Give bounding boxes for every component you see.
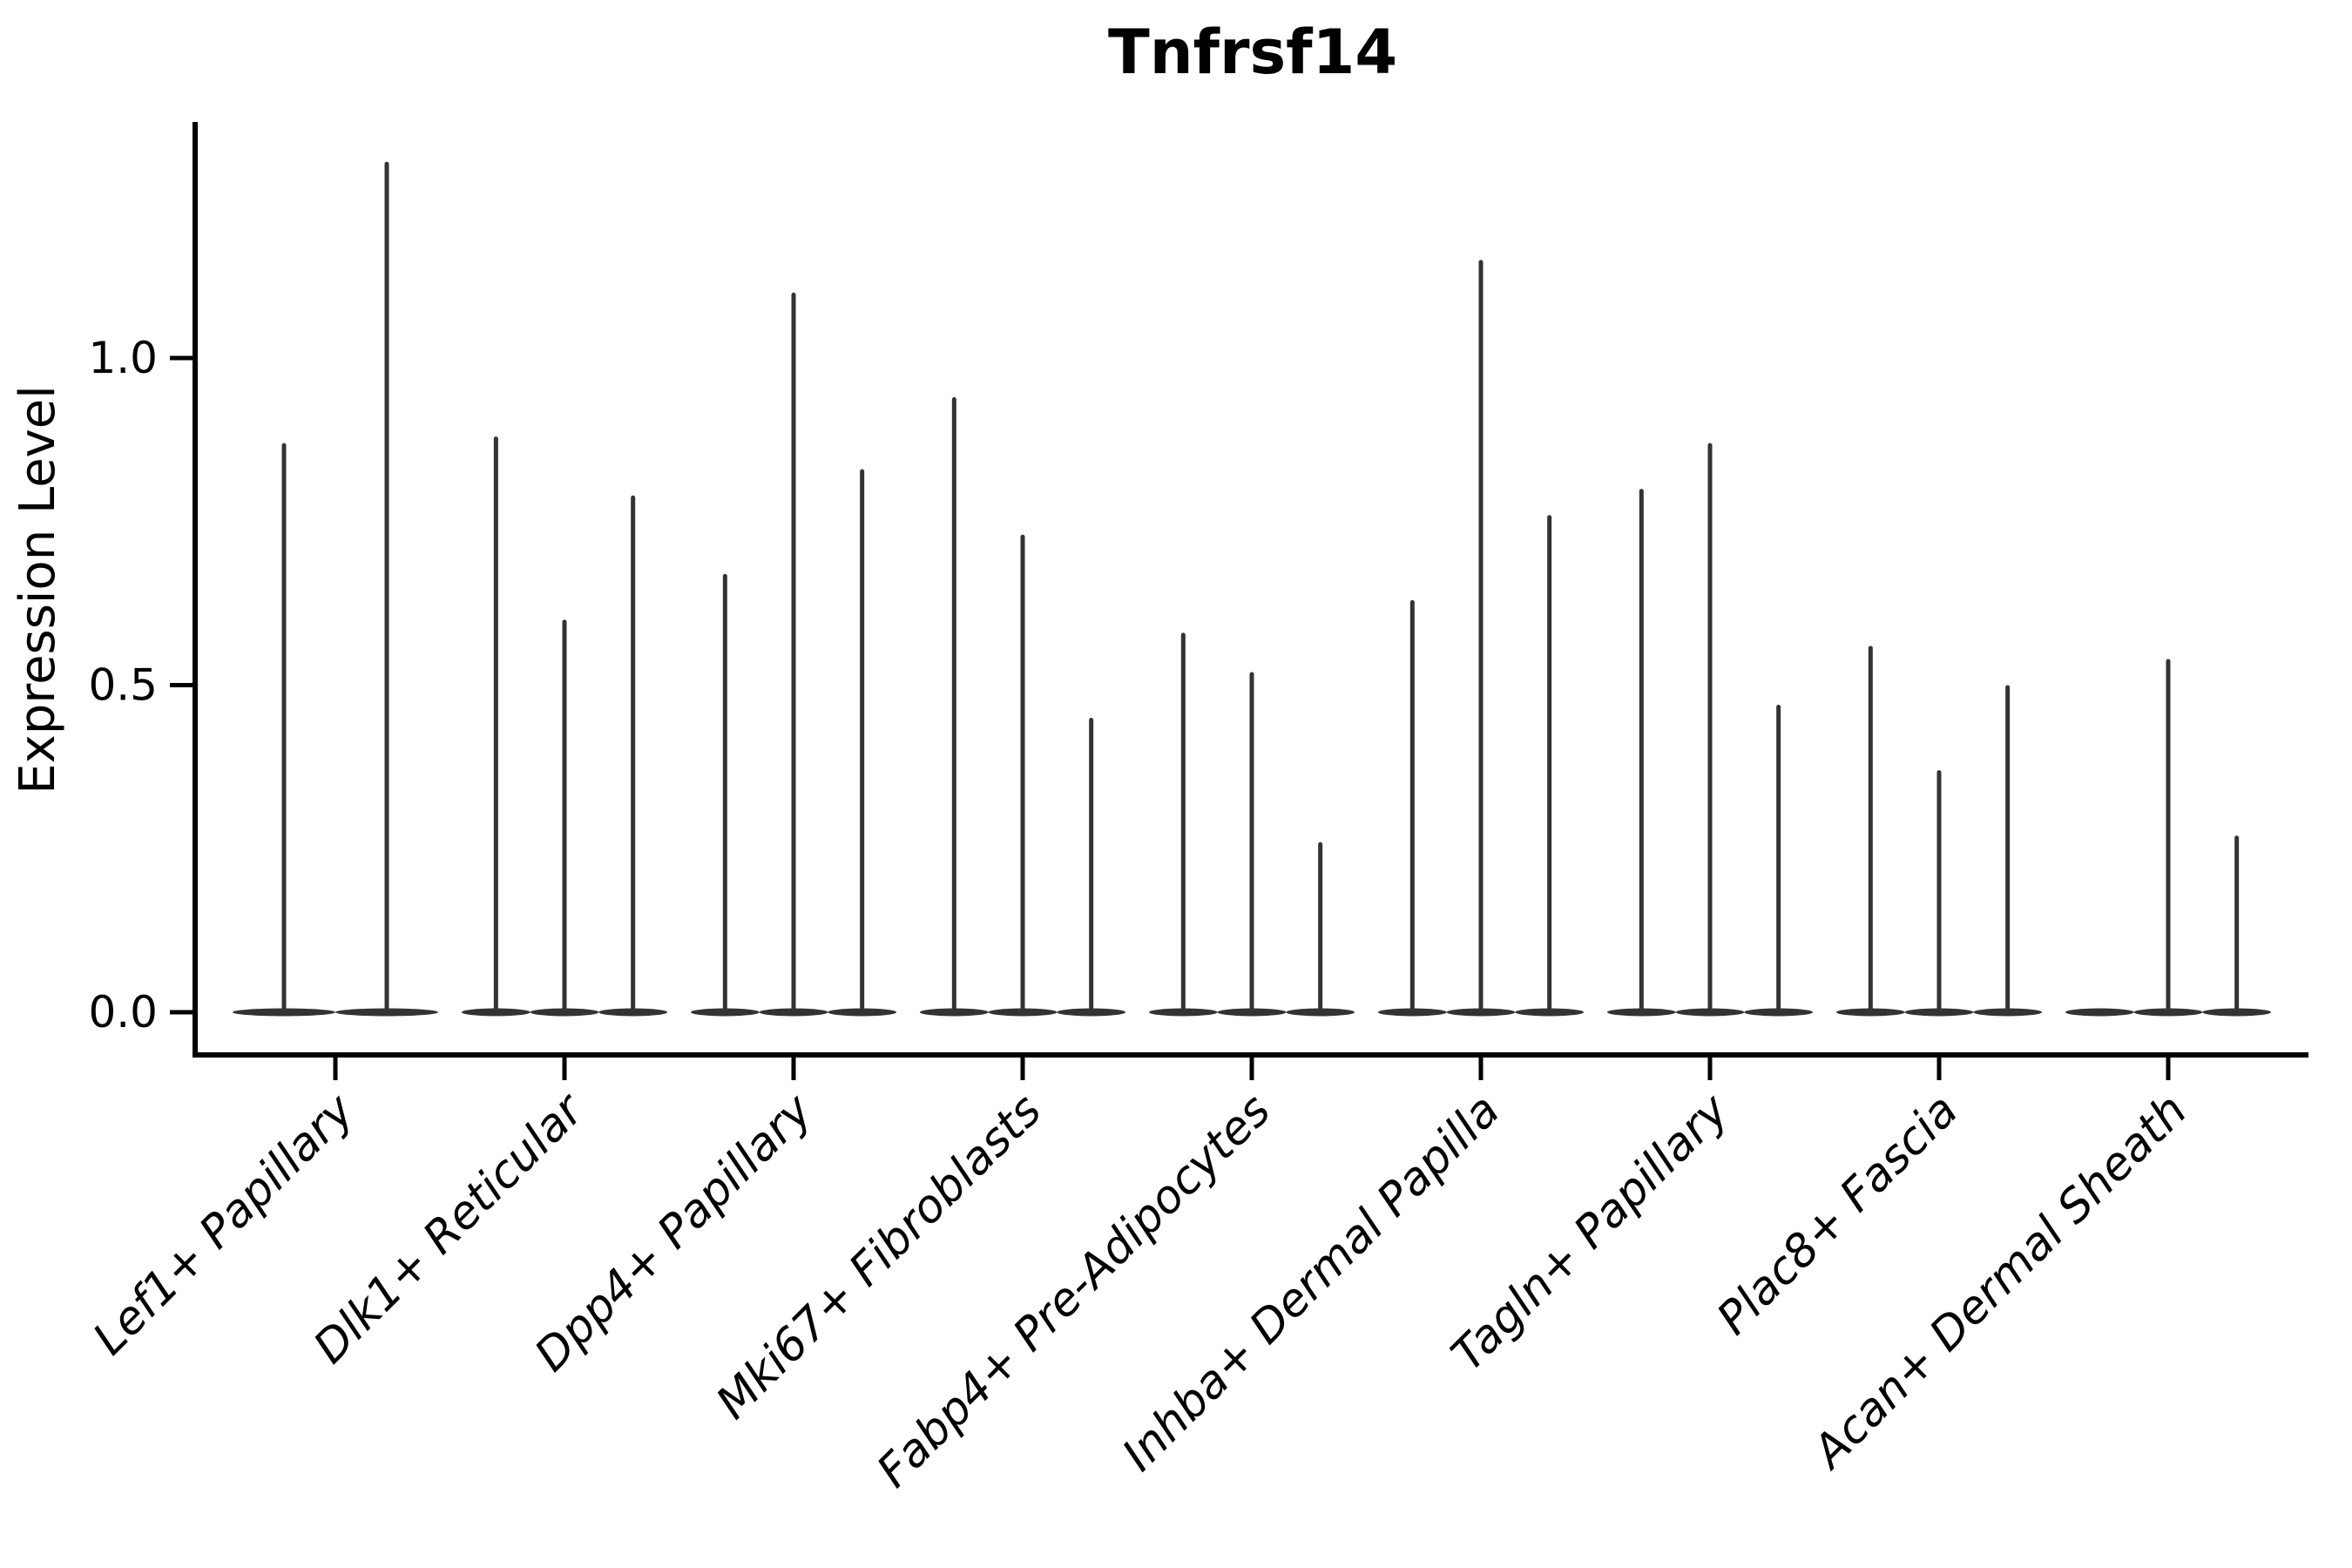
violin-spike (1180, 632, 1186, 1012)
violin-spike (1409, 599, 1415, 1012)
violin-spike (1936, 770, 1942, 1012)
y-tick-label: 0.0 (88, 987, 158, 1037)
violin-body (1515, 1008, 1584, 1017)
x-tick (2166, 1058, 2171, 1080)
violin-layer (233, 161, 2272, 1017)
violin-body (2065, 1008, 2134, 1017)
violin-spike (1478, 260, 1484, 1013)
violin-spike (281, 443, 287, 1012)
x-tick-label: Acan+ Dermal Sheath (1801, 1085, 2197, 1480)
y-axis-spine (193, 122, 198, 1058)
x-tick (791, 1058, 796, 1080)
y-axis-label: Expression Level (10, 385, 66, 794)
violin-body (1378, 1008, 1447, 1017)
violin-body (462, 1008, 531, 1017)
x-tick-label: Fabp4+ Pre-Adipocytes (868, 1085, 1281, 1498)
violin-spike (562, 619, 567, 1012)
x-tick-label: Inhba+ Dermal Papilla (1112, 1085, 1510, 1482)
violin-body (920, 1008, 989, 1017)
x-axis-spine (193, 1052, 2308, 1058)
violin-spike (1249, 672, 1254, 1012)
violin-spike (2166, 659, 2171, 1012)
violin-spike (1639, 489, 1644, 1012)
violin-body (1057, 1008, 1125, 1017)
violin-body (1286, 1008, 1355, 1017)
violin-spike (1318, 841, 1323, 1012)
violin-spike (860, 469, 865, 1012)
violin-spike (1089, 718, 1094, 1012)
violin-spike (1020, 534, 1025, 1012)
violin-spike (2005, 685, 2011, 1012)
x-tick-label: Plac8+ Fascia (1707, 1085, 1968, 1345)
y-tick-label: 1.0 (88, 333, 158, 383)
x-tick (1020, 1058, 1025, 1080)
violin-spike (722, 573, 727, 1012)
violin-spike (1547, 515, 1552, 1012)
violin-body (1973, 1008, 2043, 1017)
y-tick (170, 1010, 193, 1015)
violin-spike (1776, 705, 1781, 1012)
y-tick (170, 683, 193, 687)
violin-spike (384, 161, 389, 1012)
violin-body (1149, 1008, 1218, 1017)
violin-body (1836, 1008, 1905, 1017)
x-tick (1936, 1058, 1942, 1080)
chart-title: Tnfrsf14 (1108, 17, 1397, 88)
violin-body (2202, 1008, 2272, 1017)
x-tick (562, 1058, 567, 1080)
x-tick (333, 1058, 338, 1080)
violin-spike (1707, 443, 1713, 1012)
violin-spike (1868, 645, 1873, 1012)
y-tick-label: 0.5 (88, 660, 158, 711)
violin-body (1607, 1008, 1676, 1017)
violin-spike (951, 397, 956, 1012)
x-tick (1478, 1058, 1484, 1080)
violin-spike (791, 292, 796, 1012)
violin-spike (2234, 835, 2240, 1012)
violin-body (691, 1008, 760, 1017)
y-tick (170, 355, 193, 361)
violin-spike (493, 436, 498, 1012)
x-tick (1707, 1058, 1713, 1080)
violin-body (598, 1008, 668, 1017)
violin-spike (631, 495, 636, 1012)
x-tick (1249, 1058, 1254, 1080)
